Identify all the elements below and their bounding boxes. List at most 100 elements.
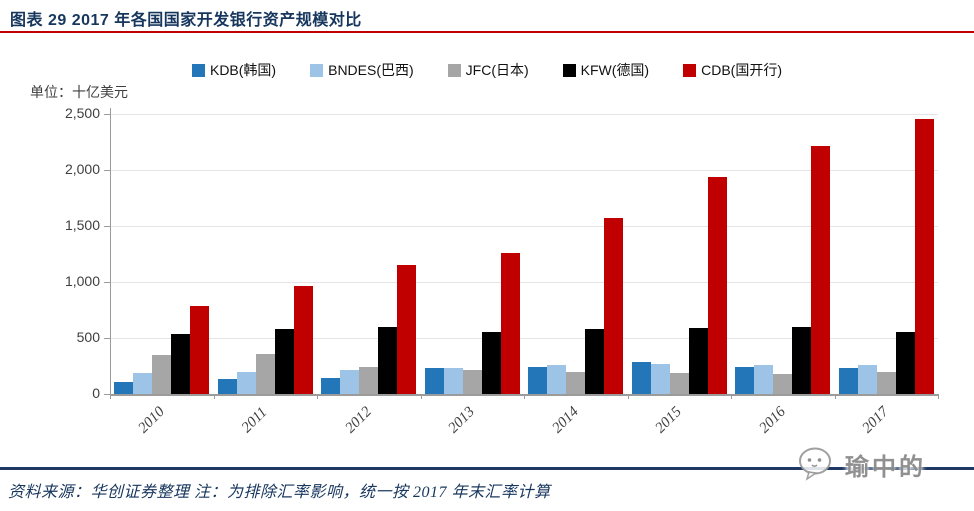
bar-2010-JFC(日本) <box>152 355 172 394</box>
bar-2015-JFC(日本) <box>669 372 689 394</box>
x-axis-tick <box>420 394 422 399</box>
x-axis-label: 2014 <box>549 403 582 437</box>
bar-2014-KDB(韩国) <box>528 366 548 394</box>
bar-2017-JFC(日本) <box>876 371 896 394</box>
y-axis-tick <box>104 226 110 227</box>
watermark-text: 瑜中的 <box>845 453 926 481</box>
watermark: 瑜中的 <box>795 444 926 484</box>
y-axis-tick <box>104 114 110 115</box>
x-axis-label: 2015 <box>652 403 686 437</box>
gridline <box>110 282 938 283</box>
bar-2013-KFW(德国) <box>481 332 501 394</box>
title-underline <box>0 31 974 33</box>
x-axis-label: 2010 <box>135 403 168 437</box>
bar-2012-JFC(日本) <box>359 367 379 394</box>
legend-label: CDB(国开行) <box>701 62 782 78</box>
bar-2010-BNDES(巴西) <box>133 373 153 394</box>
bar-2011-KFW(德国) <box>274 329 294 394</box>
footer-divider <box>0 467 974 470</box>
bar-2011-BNDES(巴西) <box>236 372 256 394</box>
chick-bubble-icon <box>799 447 831 481</box>
y-axis-tick <box>104 394 110 395</box>
bar-2017-KDB(韩国) <box>838 368 858 394</box>
x-axis-tick <box>213 394 215 399</box>
bar-2012-CDB(国开行) <box>397 265 417 394</box>
y-axis-label: 1,000 <box>64 273 100 289</box>
legend-item: BNDES(巴西) <box>310 60 414 80</box>
bar-2011-KDB(韩国) <box>217 378 237 394</box>
y-axis-label: 500 <box>76 329 100 345</box>
x-axis-tick <box>834 394 836 399</box>
legend-item: KDB(韩国) <box>191 60 277 80</box>
bar-2013-KDB(韩国) <box>424 367 444 394</box>
bar-2015-CDB(国开行) <box>707 176 727 394</box>
legend-label: JFC(日本) <box>465 62 529 78</box>
figure-title: 图表 29 2017 年各国国家开发银行资产规模对比 <box>10 12 362 29</box>
bar-2013-JFC(日本) <box>462 369 482 394</box>
chart-legend: KDB(韩国) BNDES(巴西) JFC(日本) KFW(德国) CDB(国开行) <box>0 60 974 80</box>
bar-2015-BNDES(巴西) <box>650 363 670 394</box>
bar-2014-BNDES(巴西) <box>547 365 567 394</box>
y-axis-tick <box>104 170 110 171</box>
x-axis-tick <box>938 394 939 399</box>
gridline <box>110 170 938 171</box>
y-axis-tick <box>104 338 110 339</box>
bar-2010-KFW(德国) <box>171 334 191 394</box>
gridline <box>110 226 938 227</box>
x-axis-tick <box>627 394 629 399</box>
bar-2014-KFW(德国) <box>585 329 605 394</box>
bar-2016-JFC(日本) <box>773 373 793 394</box>
y-axis-label: 2,500 <box>64 105 100 121</box>
bar-2012-BNDES(巴西) <box>340 370 360 394</box>
bar-2013-BNDES(巴西) <box>443 368 463 394</box>
bar-2013-CDB(国开行) <box>500 252 520 394</box>
bar-2016-CDB(国开行) <box>811 146 831 394</box>
x-axis-tick <box>110 394 111 399</box>
bar-2015-KDB(韩国) <box>631 361 651 394</box>
y-axis-tick <box>104 282 110 283</box>
legend-swatch <box>191 63 205 77</box>
x-axis-tick <box>731 394 732 399</box>
bar-2016-KFW(德国) <box>792 326 812 394</box>
legend-label: KDB(韩国) <box>209 62 277 78</box>
legend-swatch <box>562 63 576 77</box>
legend-swatch <box>683 63 697 77</box>
y-axis-label: 2,000 <box>64 161 100 177</box>
bar-2016-KDB(韩国) <box>735 367 755 394</box>
legend-swatch <box>447 63 461 77</box>
bar-2015-KFW(德国) <box>688 327 708 394</box>
legend-label: KFW(德国) <box>580 62 650 78</box>
x-axis-tick <box>524 394 525 399</box>
bar-2011-JFC(日本) <box>255 353 275 394</box>
legend-label: BNDES(巴西) <box>328 62 414 78</box>
legend-item: CDB(国开行) <box>683 60 782 80</box>
y-axis-line <box>110 108 111 395</box>
bar-2016-BNDES(巴西) <box>754 364 774 394</box>
y-axis-label: 1,500 <box>64 217 100 233</box>
y-axis-label: 0 <box>92 385 100 401</box>
gridline <box>110 338 938 339</box>
x-axis-label: 2016 <box>756 403 789 437</box>
bar-2011-CDB(国开行) <box>293 286 313 394</box>
x-axis-label: 2017 <box>859 403 893 437</box>
legend-item: JFC(日本) <box>447 60 529 80</box>
bar-2014-CDB(国开行) <box>604 217 624 394</box>
bar-2017-KFW(德国) <box>895 332 915 394</box>
bar-2010-KDB(韩国) <box>114 382 134 394</box>
bar-2012-KFW(德国) <box>378 326 398 394</box>
x-axis-label: 2012 <box>342 403 375 437</box>
x-axis-tick <box>317 394 318 399</box>
unit-label: 单位：十亿美元 <box>30 84 128 100</box>
gridline <box>110 114 938 115</box>
bar-2017-CDB(国开行) <box>914 119 934 394</box>
bar-2010-CDB(国开行) <box>190 305 210 394</box>
x-axis-label: 2013 <box>445 403 479 437</box>
legend-item: KFW(德国) <box>562 60 650 80</box>
bar-2017-BNDES(巴西) <box>857 365 877 394</box>
x-axis-label: 2011 <box>239 404 271 437</box>
bar-2012-KDB(韩国) <box>321 377 341 394</box>
legend-swatch <box>310 63 324 77</box>
bar-2014-JFC(日本) <box>566 371 586 394</box>
source-note: 资料来源：华创证券整理 注：为排除汇率影响，统一按 2017 年末汇率计算 <box>8 484 551 501</box>
